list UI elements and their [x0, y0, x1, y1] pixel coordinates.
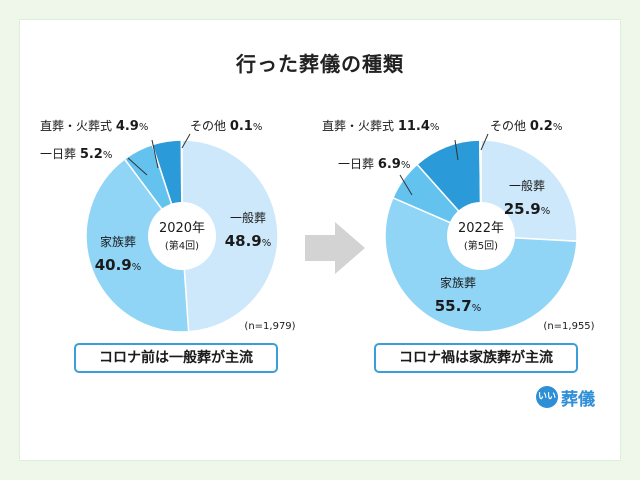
slice-value-1-1: 55.7% [435, 297, 482, 315]
pie-slice-0-0 [181, 139, 279, 333]
slice-label-1-3: 直葬・火葬式 11.4% [322, 119, 439, 134]
caption-left: コロナ前は一般葬が主流 [74, 343, 278, 373]
pie-center-0 [148, 202, 216, 270]
brand-text: 葬儀 [561, 389, 595, 410]
center-sub-1: (第5回) [464, 239, 498, 252]
pie-slice-0-1 [85, 157, 190, 333]
center-year-1: 2022年 [458, 221, 504, 236]
brand-badge: いい [536, 386, 558, 408]
slice-value-1-0: 25.9% [504, 200, 551, 218]
leader-line-1-4 [480, 133, 489, 151]
slice-value-0-0: 48.9% [225, 232, 272, 250]
slice-label-1-2: 一日葬 6.9% [338, 157, 410, 172]
slice-name-0-0: 一般葬 [230, 210, 266, 225]
sample-size-0: (n=1,979) [244, 321, 295, 332]
leader-line-0-3 [151, 139, 159, 169]
center-sub-0: (第4回) [165, 239, 199, 252]
sample-size-1: (n=1,955) [543, 321, 594, 332]
slice-label-1-4: その他 0.2% [490, 119, 562, 134]
caption-right: コロナ禍は家族葬が主流 [374, 343, 578, 373]
slice-label-0-3: 直葬・火葬式 4.9% [40, 119, 148, 134]
slice-name-1-1: 家族葬 [440, 275, 476, 290]
leader-line-0-4 [181, 133, 191, 149]
slice-name-1-0: 一般葬 [509, 178, 545, 193]
brand-logo: いい 葬儀 [536, 385, 595, 410]
slice-label-0-2: 一日葬 5.2% [40, 147, 112, 162]
slice-value-0-1: 40.9% [95, 256, 142, 274]
leader-line-0-2 [127, 157, 148, 176]
leader-line-1-3 [454, 139, 459, 161]
center-year-0: 2020年 [159, 221, 205, 236]
pie-center-1 [447, 202, 515, 270]
leader-line-1-2 [399, 174, 413, 196]
slice-name-0-1: 家族葬 [100, 234, 136, 249]
right-arrow-icon [305, 222, 365, 274]
page-title: 行った葬儀の種類 [236, 52, 404, 76]
slice-label-0-4: その他 0.1% [190, 119, 262, 134]
